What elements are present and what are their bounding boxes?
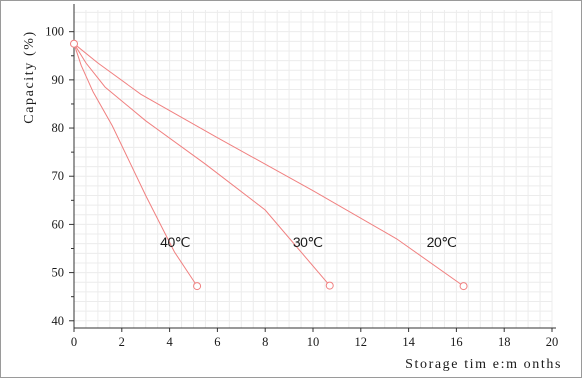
x-tick-label: 12 [355,335,368,349]
y-tick-label: 70 [52,169,65,183]
x-axis-title: Storage tim e:m onths [405,357,562,372]
y-tick-label: 80 [52,121,65,135]
x-tick-label: 6 [214,335,220,349]
y-tick-label: 60 [52,217,65,231]
y-tick-label: 90 [52,73,65,87]
axes [69,4,556,332]
series-label: 40℃ [160,234,190,250]
series-end-marker [193,282,202,291]
grid [74,10,553,328]
series-label: 30℃ [293,234,323,250]
x-tick-label: 4 [166,335,173,349]
y-tick-label: 100 [45,25,64,39]
series-end-marker [325,281,334,290]
x-tick-label: 20 [546,335,559,349]
series-start-marker [70,39,78,48]
y-axis-title: Capacity (%) [22,30,37,123]
x-tick-label: 14 [402,335,415,349]
series: 40℃ 30℃ 20℃ [70,39,468,291]
y-tick-label: 40 [52,314,65,328]
tick-labels: 0 2 4 6 8 10 12 14 16 18 20 40 50 60 70 80 90 100 [45,25,558,349]
series-line [73,43,464,287]
x-tick-label: 16 [450,335,463,349]
x-tick-label: 2 [119,335,125,349]
series-label: 20℃ [427,234,457,250]
series-line [73,43,331,286]
x-tick-label: 0 [71,335,77,349]
x-tick-label: 8 [262,335,268,349]
series-line [73,43,198,287]
x-tick-label: 10 [307,335,320,349]
y-tick-label: 50 [52,266,65,280]
x-tick-label: 18 [498,335,511,349]
series-end-marker [459,282,468,291]
